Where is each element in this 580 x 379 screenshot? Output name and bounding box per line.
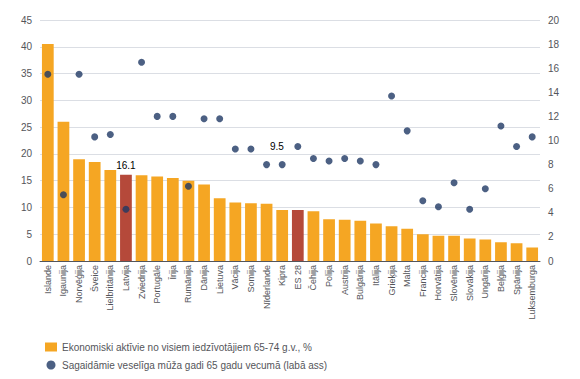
svg-text:0: 0 xyxy=(26,256,32,267)
svg-text:0: 0 xyxy=(548,256,554,267)
svg-text:Polija: Polija xyxy=(324,265,334,287)
svg-text:35: 35 xyxy=(21,68,33,79)
svg-text:10: 10 xyxy=(21,202,33,213)
svg-text:Īrija: Īrija xyxy=(168,265,178,280)
svg-text:45: 45 xyxy=(21,15,33,26)
svg-text:6: 6 xyxy=(548,183,554,194)
svg-text:18: 18 xyxy=(548,39,560,50)
svg-text:Igaunija: Igaunija xyxy=(58,265,68,297)
svg-text:Itālija: Itālija xyxy=(371,265,381,286)
svg-text:30: 30 xyxy=(21,95,33,106)
svg-text:16.1: 16.1 xyxy=(116,160,136,171)
svg-text:Zviedrija: Zviedrija xyxy=(137,265,147,299)
svg-text:5: 5 xyxy=(26,229,32,240)
svg-text:16: 16 xyxy=(548,63,560,74)
svg-text:Lietuva: Lietuva xyxy=(215,265,225,294)
svg-text:Ekonomiski aktīvie no visiem i: Ekonomiski aktīvie no visiem iedzīvotāji… xyxy=(62,342,312,353)
svg-text:Sagaidāmie veselīga mūža gadi: Sagaidāmie veselīga mūža gadi 65 gadu ve… xyxy=(62,360,327,371)
svg-text:Slovēnija: Slovēnija xyxy=(449,265,459,302)
svg-text:ES 28: ES 28 xyxy=(293,265,303,290)
svg-text:Somija: Somija xyxy=(246,265,256,293)
svg-text:15: 15 xyxy=(21,175,33,186)
svg-text:10: 10 xyxy=(548,135,560,146)
svg-text:20: 20 xyxy=(21,148,33,159)
svg-text:14: 14 xyxy=(548,87,560,98)
svg-text:Vācija: Vācija xyxy=(230,265,240,290)
svg-text:8: 8 xyxy=(548,159,554,170)
svg-text:Ungārija: Ungārija xyxy=(480,265,490,299)
svg-text:Lielbritānija: Lielbritānija xyxy=(105,265,115,311)
svg-text:Rumānija: Rumānija xyxy=(183,265,193,303)
svg-text:Šveice: Šveice xyxy=(90,265,100,292)
svg-text:4: 4 xyxy=(548,207,554,218)
svg-text:Čehija: Čehija xyxy=(308,265,318,291)
svg-text:Horvātija: Horvātija xyxy=(433,265,443,301)
svg-text:2: 2 xyxy=(548,231,554,242)
svg-text:Slovākija: Slovākija xyxy=(465,265,475,301)
svg-text:20: 20 xyxy=(548,15,560,26)
svg-text:12: 12 xyxy=(548,111,560,122)
svg-text:Dānija: Dānija xyxy=(199,265,209,291)
svg-text:Latvija: Latvija xyxy=(121,265,131,291)
svg-text:Luksemburga: Luksemburga xyxy=(527,265,537,320)
svg-text:Portugāle: Portugāle xyxy=(152,265,162,304)
svg-text:Malta: Malta xyxy=(402,265,412,287)
svg-text:25: 25 xyxy=(21,122,33,133)
svg-text:Islande: Islande xyxy=(43,265,53,294)
svg-text:Nīderlande: Nīderlande xyxy=(262,265,272,309)
svg-text:40: 40 xyxy=(21,41,33,52)
svg-text:Austrija: Austrija xyxy=(340,265,350,295)
svg-text:Kipra: Kipra xyxy=(277,265,287,286)
svg-text:Beļģija: Beļģija xyxy=(496,265,506,292)
svg-text:9.5: 9.5 xyxy=(270,141,284,152)
svg-text:Spānija: Spānija xyxy=(512,265,522,295)
svg-text:Bulgārija: Bulgārija xyxy=(355,265,365,300)
svg-text:Francija: Francija xyxy=(418,265,428,297)
svg-text:Norvēģija: Norvēģija xyxy=(74,265,84,303)
svg-text:Grieķija: Grieķija xyxy=(387,265,397,296)
